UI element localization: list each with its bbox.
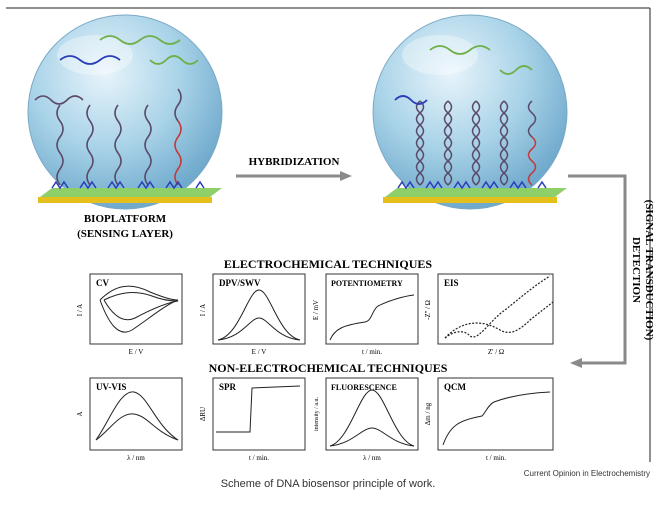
detection-arrow: [568, 174, 627, 368]
uv-vis-xlabel: λ / nm: [127, 454, 145, 462]
sensing-layer-label: (SENSING LAYER): [77, 228, 173, 240]
cv-title: CV: [96, 278, 109, 288]
bioplatform-label: BIOPLATFORM: [84, 213, 167, 225]
eis-title: EIS: [444, 278, 459, 288]
dpv-xlabel: E / V: [252, 348, 267, 356]
journal-credit: Current Opinion in Electrochemistry: [523, 469, 650, 478]
eis-ylabel: -Z'' / Ω: [424, 300, 432, 320]
fluorescence-panel: FLUORESCENCE intensity / a.u. λ / nm: [314, 377, 419, 462]
spr-ylabel: ΔRU: [199, 407, 207, 421]
hybridized-sphere: [372, 14, 568, 210]
potentiometry-xlabel: t / min.: [362, 348, 382, 356]
potentiometry-ylabel: E / mV: [312, 300, 320, 320]
hybridization-arrow: [236, 171, 352, 181]
electrochemical-heading: ELECTROCHEMICAL TECHNIQUES: [224, 257, 432, 271]
dpv-panel: DPV/SWV I / A E / V: [199, 273, 306, 356]
dpv-ylabel: I / A: [199, 304, 207, 316]
uv-vis-panel: UV-VIS A λ / nm: [76, 377, 183, 462]
cv-panel: CV I / A E / V: [76, 273, 183, 356]
qcm-xlabel: t / min.: [486, 454, 506, 462]
uv-vis-ylabel: A: [76, 411, 84, 416]
figure-caption: Scheme of DNA biosensor principle of wor…: [220, 478, 436, 490]
non-electrochemical-heading: NON-ELECTROCHEMICAL TECHNIQUES: [209, 361, 448, 375]
bioplatform-sphere: [27, 14, 223, 210]
fluorescence-ylabel: intensity / a.u.: [314, 397, 320, 431]
fluorescence-title: FLUORESCENCE: [331, 383, 397, 392]
uv-vis-title: UV-VIS: [96, 382, 126, 392]
fluorescence-xlabel: λ / nm: [363, 454, 381, 462]
eis-panel: EIS -Z'' / Ω Z' / Ω: [424, 273, 554, 356]
cv-xlabel: E / V: [129, 348, 144, 356]
signal-transduction-label: (SIGNAL TRANSDUCTION): [643, 200, 655, 341]
spr-panel: SPR ΔRU t / min.: [199, 377, 306, 462]
cv-ylabel: I / A: [76, 304, 84, 316]
spr-xlabel: t / min.: [249, 454, 269, 462]
potentiometry-title: POTENTIOMETRY: [331, 279, 403, 288]
eis-xlabel: Z' / Ω: [488, 348, 504, 356]
dpv-title: DPV/SWV: [219, 278, 261, 288]
hybridization-label: HYBRIDIZATION: [249, 156, 340, 168]
potentiometry-panel: POTENTIOMETRY E / mV t / min.: [312, 273, 419, 356]
detection-label: DETECTION: [630, 237, 642, 303]
qcm-title: QCM: [444, 382, 467, 392]
qcm-panel: QCM Δm / ng t / min.: [424, 377, 554, 462]
spr-title: SPR: [219, 382, 237, 392]
qcm-ylabel: Δm / ng: [424, 402, 432, 425]
